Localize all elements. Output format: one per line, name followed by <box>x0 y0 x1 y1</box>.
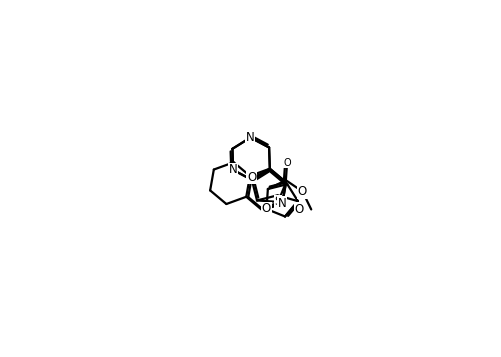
Text: O: O <box>246 171 256 184</box>
Text: N: N <box>245 131 255 144</box>
Text: N: N <box>228 164 237 176</box>
Text: O: O <box>294 203 303 216</box>
Text: O: O <box>297 185 307 198</box>
Text: N: N <box>278 197 286 210</box>
Text: O: O <box>262 202 271 216</box>
Text: O: O <box>283 157 291 167</box>
Text: S: S <box>274 195 281 208</box>
